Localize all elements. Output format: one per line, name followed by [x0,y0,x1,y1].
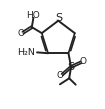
Text: O: O [79,57,86,66]
Text: H₂N: H₂N [17,48,35,57]
Text: O: O [57,71,64,80]
Text: HO: HO [26,11,40,20]
Text: S: S [55,13,62,23]
Text: S: S [68,62,75,72]
Text: O: O [17,29,24,38]
